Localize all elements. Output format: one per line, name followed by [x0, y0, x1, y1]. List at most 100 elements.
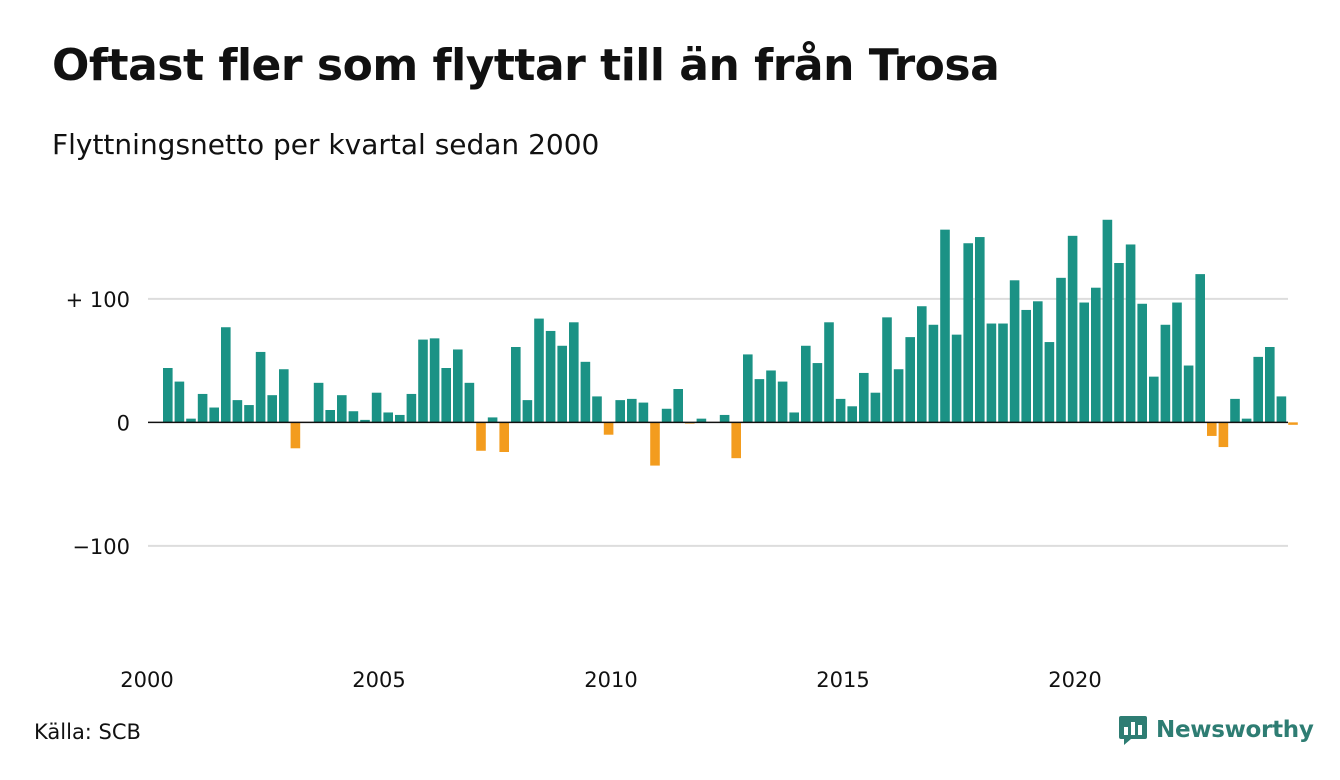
- bar: [696, 418, 707, 423]
- bar: [337, 395, 347, 423]
- bar: [1091, 287, 1101, 423]
- bar: [1218, 422, 1229, 448]
- bar: [163, 368, 173, 423]
- x-tick-label: 2005: [352, 668, 405, 692]
- bar: [975, 237, 985, 423]
- x-tick-label: 2015: [816, 668, 869, 692]
- bar: [1021, 309, 1031, 423]
- bar: [499, 422, 509, 452]
- bar: [905, 337, 915, 423]
- bar: [1241, 418, 1252, 423]
- bar: [638, 402, 649, 423]
- bar: [847, 406, 857, 423]
- bar: [777, 381, 788, 423]
- bar: [464, 382, 475, 423]
- bar: [441, 368, 451, 423]
- bar: [534, 318, 544, 423]
- bar: [1033, 301, 1043, 423]
- bar: [255, 351, 266, 423]
- bar: [1149, 376, 1159, 423]
- bar: [627, 398, 637, 423]
- bar: [1230, 398, 1240, 423]
- bar: [940, 229, 950, 423]
- y-axis: + 100 0 −100: [66, 288, 130, 559]
- bar: [789, 412, 799, 423]
- x-tick-label: 2010: [584, 668, 637, 692]
- bar: [824, 322, 834, 423]
- bar: [174, 381, 185, 423]
- bar: [511, 347, 521, 423]
- bar: [1079, 302, 1089, 423]
- bar: [650, 422, 660, 466]
- y-tick-label: −100: [72, 535, 130, 559]
- bar: [197, 393, 208, 423]
- bar: [1276, 396, 1287, 423]
- bar: [882, 317, 892, 423]
- bar: [279, 369, 289, 423]
- bar: [313, 382, 324, 423]
- bar: [592, 396, 602, 423]
- bar: [383, 412, 393, 423]
- bar: [801, 345, 811, 423]
- bar: [1125, 244, 1136, 423]
- source-note: Källa: SCB: [34, 720, 141, 744]
- bar: [928, 324, 939, 423]
- bar: [1009, 280, 1020, 423]
- bar: [580, 361, 591, 423]
- bar: [429, 338, 440, 423]
- bar: [951, 334, 962, 423]
- bar: [209, 407, 219, 423]
- bar: [1102, 219, 1113, 423]
- bar: [371, 392, 382, 423]
- bar: [476, 422, 486, 451]
- x-tick-label: 2020: [1048, 668, 1101, 692]
- bar: [870, 392, 881, 423]
- bar: [418, 339, 428, 423]
- y-tick-label: + 100: [66, 288, 130, 312]
- bar: [1044, 342, 1055, 423]
- bar-chart: + 100 0 −100 2000 2005 2010 2015 2020: [66, 219, 1298, 692]
- bar: [406, 393, 417, 423]
- bar-series: [163, 219, 1298, 466]
- bar: [986, 323, 997, 423]
- bar: [557, 345, 567, 423]
- bar: [545, 330, 556, 423]
- bar: [812, 363, 823, 423]
- bar: [186, 418, 196, 423]
- bar: [1067, 235, 1078, 423]
- bar: [244, 405, 254, 423]
- bar: [754, 379, 765, 423]
- bar: [569, 322, 579, 423]
- bar: [348, 411, 359, 423]
- bar: [360, 419, 370, 423]
- brand-name: Newsworthy: [1156, 717, 1314, 743]
- bar: [267, 395, 277, 423]
- x-axis: 2000 2005 2010 2015 2020: [120, 668, 1101, 692]
- bar: [1288, 422, 1298, 425]
- bar: [1160, 324, 1171, 423]
- bar: [963, 243, 973, 423]
- bar: [1114, 263, 1124, 423]
- bar: [232, 400, 243, 423]
- newsworthy-brand[interactable]: Newsworthy: [1118, 714, 1314, 746]
- bar: [603, 422, 614, 435]
- bar: [731, 422, 741, 459]
- bar: [1056, 277, 1066, 423]
- bar: [1195, 274, 1205, 423]
- bar: [1207, 422, 1217, 436]
- bar: [893, 369, 904, 423]
- chart-title: Oftast fler som flyttar till än från Tro…: [52, 40, 1000, 91]
- bar: [453, 349, 463, 423]
- y-tick-label: 0: [117, 411, 130, 435]
- bar: [859, 372, 869, 423]
- bar: [719, 414, 730, 423]
- chart-subtitle: Flyttningsnetto per kvartal sedan 2000: [52, 128, 600, 161]
- bar: [743, 354, 753, 423]
- bar: [673, 389, 683, 423]
- bar: [661, 408, 672, 423]
- bar: [917, 306, 927, 423]
- bar: [1183, 365, 1194, 423]
- bar: [615, 400, 625, 423]
- bar: [487, 417, 498, 423]
- bar: [395, 414, 405, 423]
